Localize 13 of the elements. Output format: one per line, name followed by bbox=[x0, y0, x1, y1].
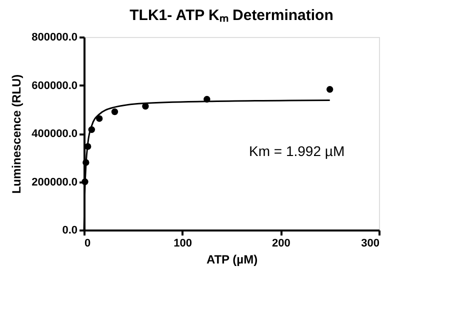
x-tick-label: 200 bbox=[272, 238, 290, 250]
y-tick-label: 0.0 bbox=[62, 224, 78, 236]
y-tick-label: 600000.0 bbox=[32, 80, 78, 92]
y-axis-title: Luminescence (RLU) bbox=[10, 74, 24, 194]
y-tick-label: 200000.0 bbox=[32, 176, 78, 188]
y-tick-label: 400000.0 bbox=[32, 128, 78, 140]
x-tick-label: 0 bbox=[84, 238, 91, 250]
x-tick-label: 100 bbox=[174, 238, 192, 250]
x-tick-label: 300 bbox=[361, 238, 380, 250]
chart-title: TLK1- ATP Kₘ Determination bbox=[130, 7, 334, 24]
annotation: Km = 1.992 µM bbox=[249, 143, 345, 159]
x-axis-title: ATP (µM) bbox=[206, 252, 258, 266]
y-tick-label: 800000.0 bbox=[32, 32, 78, 44]
